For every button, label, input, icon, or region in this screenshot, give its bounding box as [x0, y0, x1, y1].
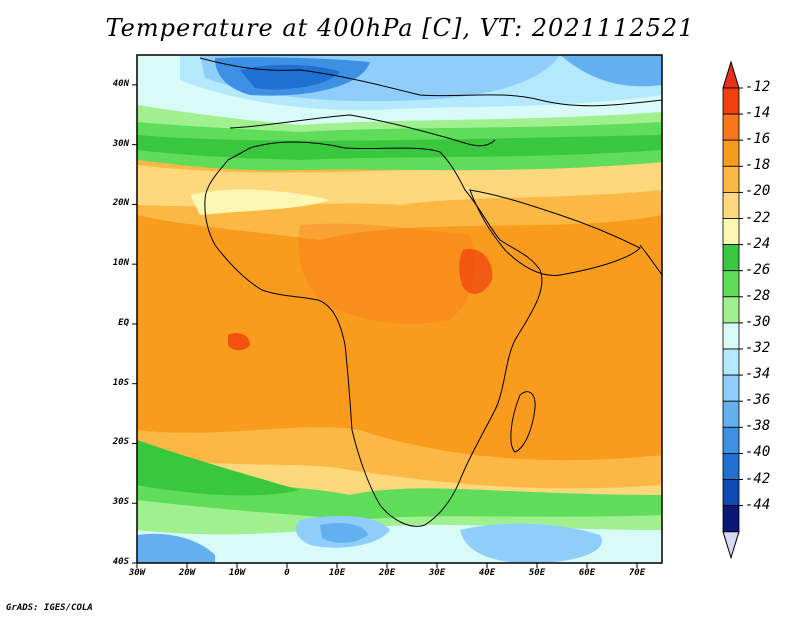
- lon-tick-label: 10E: [328, 568, 346, 578]
- lon-tick-label: 20E: [378, 568, 396, 578]
- med-coastline: [229, 114, 496, 147]
- lon-tick-label: 20W: [178, 568, 196, 578]
- colorbar-label: -12: [745, 79, 771, 95]
- field-ethiopia-12: [459, 249, 493, 295]
- arabia-coastline: [469, 189, 641, 276]
- field-green-24: [137, 135, 662, 160]
- colorbar-swatch: [722, 452, 740, 480]
- lon-tick-label: 40E: [478, 568, 496, 578]
- colorbar-label: -32: [745, 340, 771, 356]
- map-frame: [136, 54, 663, 564]
- colorbar-label: -20: [745, 183, 771, 200]
- colorbar-label: -38: [745, 418, 771, 435]
- colorbar-label: -16: [745, 131, 771, 148]
- colorbar-bottom-arrow: [722, 531, 740, 560]
- field-south-green-24: [137, 440, 300, 496]
- lat-tick-label: 10S: [112, 377, 129, 388]
- colorbar-label: -26: [745, 261, 771, 278]
- colorbar-swatch: [722, 165, 740, 193]
- colorbar-swatch: [722, 113, 740, 141]
- colorbar-label: -42: [745, 470, 771, 487]
- lat-tick-label: EQ: [118, 317, 129, 328]
- colorbar-swatch: [722, 374, 740, 402]
- colorbar-swatch: [722, 296, 740, 324]
- field-blue-36-ne: [560, 55, 662, 87]
- field-tropic-14: [298, 223, 475, 324]
- colorbar-label: -40: [745, 444, 771, 461]
- lat-tick-label: 30N: [112, 138, 129, 149]
- colorbar-swatch: [722, 400, 740, 428]
- lat-tick-label: 40S: [112, 557, 129, 567]
- colorbar-swatch: [722, 270, 740, 298]
- field-blue-40: [240, 64, 340, 90]
- africa-coastline: [204, 141, 543, 527]
- colorbar-label: -28: [745, 287, 771, 304]
- lat-tick-label: 20S: [112, 437, 129, 448]
- colorbar-label: -18: [745, 157, 771, 174]
- field-atlantic-12: [228, 333, 250, 351]
- credit-text: GrADS: IGES/COLA: [6, 603, 93, 613]
- temperature-field: [137, 55, 662, 563]
- coastlines: [199, 57, 662, 527]
- colorbar-swatch: [722, 244, 740, 272]
- chart-title: Temperature at 400hPa [C], VT: 202111252…: [105, 14, 695, 42]
- madagascar-coastline: [510, 391, 536, 453]
- colorbar-label: -22: [745, 209, 771, 226]
- lat-tick-label: 40N: [112, 78, 129, 89]
- colorbar-swatch: [722, 191, 740, 219]
- colorbar-label: -14: [745, 105, 771, 122]
- colorbar-label: -36: [745, 392, 771, 409]
- lon-tick-label: 0: [284, 568, 290, 578]
- field-yellow-20: [190, 189, 330, 215]
- lon-tick-label: 30W: [128, 568, 146, 578]
- colorbar-swatch: [722, 348, 740, 376]
- india-coastline: [639, 244, 662, 276]
- lat-tick-label: 30S: [112, 497, 129, 508]
- colorbar-label: -30: [745, 313, 771, 330]
- colorbar-swatch: [722, 87, 740, 115]
- colorbar-label: -34: [745, 366, 771, 383]
- field-south-blue-34b: [460, 523, 602, 563]
- lon-tick-label: 10W: [228, 568, 246, 578]
- lat-tick-label: 20N: [112, 198, 129, 209]
- colorbar-swatch: [722, 139, 740, 167]
- lon-tick-label: 60E: [578, 568, 596, 578]
- lon-tick-label: 50E: [528, 568, 546, 578]
- colorbar-label: -44: [745, 496, 771, 513]
- colorbar-swatch: [722, 426, 740, 454]
- lon-tick-label: 70E: [628, 568, 646, 578]
- colorbar-swatch: [722, 479, 740, 507]
- field-south-blue-36b: [320, 523, 368, 543]
- axis-ticks: [132, 84, 638, 568]
- colorbar-swatch: [722, 218, 740, 246]
- lon-tick-label: 30E: [428, 568, 446, 578]
- europe-coastline: [199, 57, 662, 107]
- lat-tick-label: 10N: [112, 258, 129, 269]
- colorbar-swatch: [722, 322, 740, 350]
- colorbar-swatch: [722, 505, 740, 533]
- colorbar: [722, 60, 743, 560]
- field-south-blue-36: [137, 533, 215, 563]
- colorbar-top-arrow: [722, 60, 740, 89]
- colorbar-label: -24: [745, 235, 771, 252]
